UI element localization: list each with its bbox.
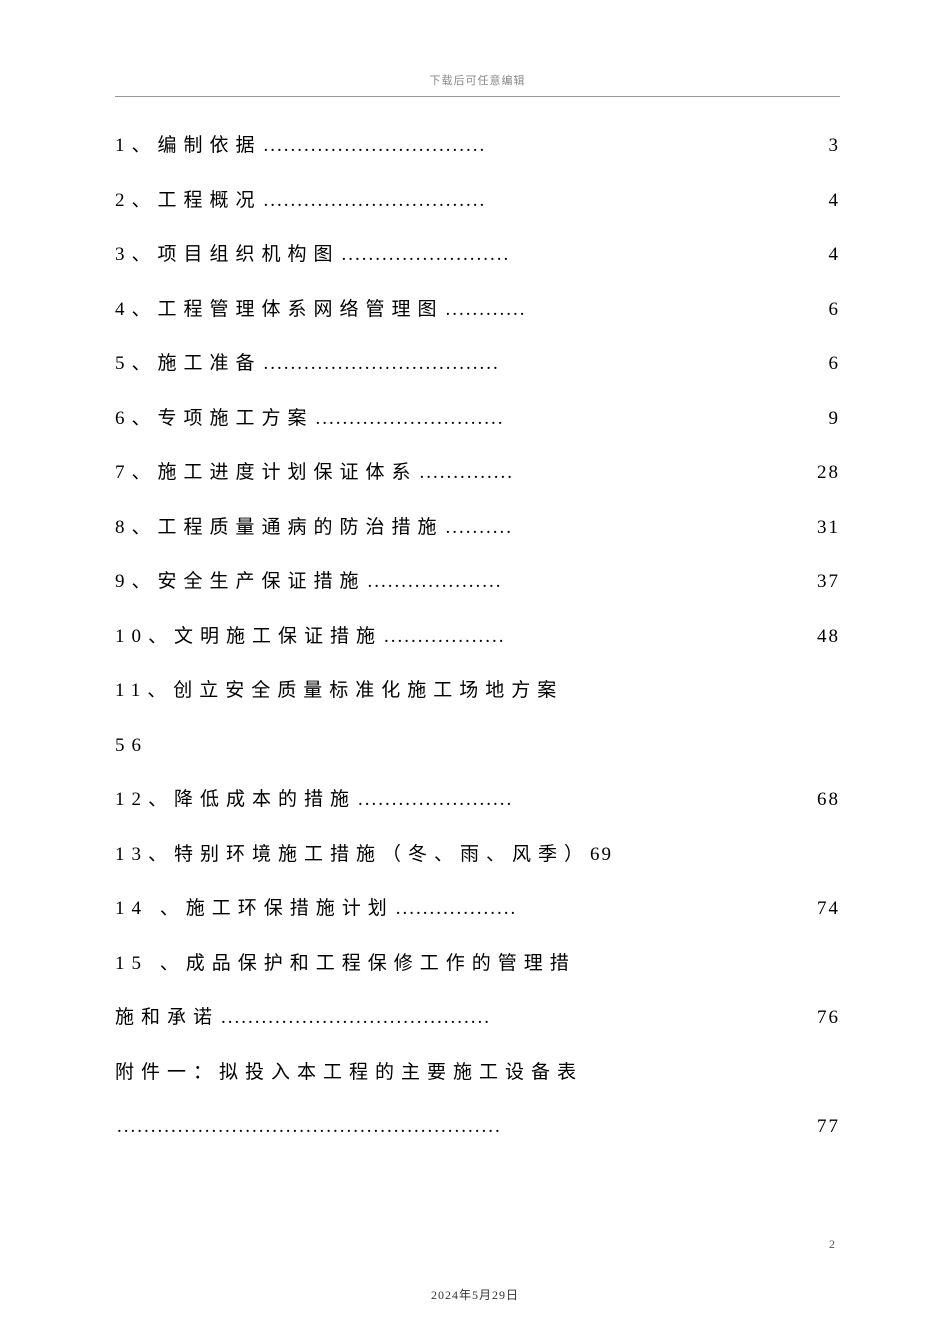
toc-title: 2、工程概况 (115, 187, 262, 216)
toc-continuation-line: 施和承诺 ...................................… (115, 1004, 840, 1033)
toc-dots: .............. (418, 459, 817, 488)
toc-dots: ................................. (262, 187, 829, 216)
toc-title: 附件一：拟投入本工程的主要施工设备表 (115, 1059, 583, 1088)
toc-title: 13、特别环境施工措施（冬、雨、风季） (115, 841, 590, 870)
toc-title: 6、专项施工方案 (115, 405, 314, 434)
toc-entry: 11、创立安全质量标准化施工场地方案 56 (115, 677, 840, 760)
toc-entry: 10、文明施工保证措施 .................. 48 (115, 623, 840, 652)
toc-title: 9、安全生产保证措施 (115, 568, 366, 597)
toc-page: 77 (817, 1113, 840, 1142)
toc-title: 11、创立安全质量标准化施工场地方案 (115, 677, 563, 706)
footer-date: 2024年5月29日 (431, 1288, 519, 1302)
toc-dots: ............................ (314, 405, 829, 434)
toc-entry: 14 、施工环保措施计划 .................. 74 (115, 895, 840, 924)
toc-title: 7、施工进度计划保证体系 (115, 459, 418, 488)
toc-dots: ......................... (340, 241, 829, 270)
toc-title: 15 、成品保护和工程保修工作的管理措 (115, 950, 576, 979)
toc-entry: 6、专项施工方案 ............................ 9 (115, 405, 840, 434)
toc-page: 28 (817, 459, 840, 488)
toc-page: 74 (817, 895, 840, 924)
page-number: 2 (829, 1237, 835, 1252)
toc-dots: ................................... (262, 350, 829, 379)
toc-page: 37 (817, 568, 840, 597)
toc-title: 10、文明施工保证措施 (115, 623, 382, 652)
toc-dots: .......... (444, 514, 817, 543)
toc-dots: ........................................ (219, 1004, 817, 1033)
document-page: 下载后可任意编辑 1、编制依据 ........................… (0, 0, 950, 1344)
toc-entry: 15 、成品保护和工程保修工作的管理措 施和承诺 ...............… (115, 950, 840, 1033)
toc-title: 5、施工准备 (115, 350, 262, 379)
toc-continuation: 56 (115, 732, 840, 761)
toc-dots: ....................... (356, 786, 817, 815)
toc-entry: 4、工程管理体系网络管理图 ............ 6 (115, 296, 840, 325)
toc-title: 8、工程质量通病的防治措施 (115, 514, 444, 543)
toc-dots: ................................. (262, 132, 829, 161)
toc-dots: .................. (394, 895, 817, 924)
toc-title: 12、降低成本的措施 (115, 786, 356, 815)
toc-page: 4 (829, 187, 841, 216)
toc-page: 9 (829, 405, 841, 434)
toc-page: 31 (817, 514, 840, 543)
toc-page: 3 (829, 132, 841, 161)
toc-title: 3、项目组织机构图 (115, 241, 340, 270)
toc-page: 48 (817, 623, 840, 652)
toc-dots: .................... (366, 568, 817, 597)
toc-entry: 8、工程质量通病的防治措施 .......... 31 (115, 514, 840, 543)
toc-page: 68 (817, 786, 840, 815)
toc-dots: ........................................… (115, 1113, 817, 1142)
toc-entry: 5、施工准备 .................................… (115, 350, 840, 379)
toc-entry: 9、安全生产保证措施 .................... 37 (115, 568, 840, 597)
table-of-contents: 1、编制依据 .................................… (115, 132, 840, 1142)
toc-continuation-text: 施和承诺 (115, 1004, 219, 1033)
toc-title: 4、工程管理体系网络管理图 (115, 296, 444, 325)
toc-page: 4 (829, 241, 841, 270)
toc-title: 14 、施工环保措施计划 (115, 895, 394, 924)
toc-entry: 7、施工进度计划保证体系 .............. 28 (115, 459, 840, 488)
toc-attachment-dots-line: ........................................… (115, 1113, 840, 1142)
toc-page: 76 (817, 1004, 840, 1033)
toc-dots: .................. (382, 623, 817, 652)
toc-page: 6 (829, 296, 841, 325)
toc-entry: 2、工程概况 .................................… (115, 187, 840, 216)
toc-entry: 13、特别环境施工措施（冬、雨、风季） 69 (115, 841, 840, 870)
toc-entry: 3、项目组织机构图 ......................... 4 (115, 241, 840, 270)
toc-page: 6 (829, 350, 841, 379)
toc-entry-attachment: 附件一：拟投入本工程的主要施工设备表 .....................… (115, 1059, 840, 1142)
page-header: 下载后可任意编辑 (115, 72, 840, 88)
toc-entry: 1、编制依据 .................................… (115, 132, 840, 161)
toc-entry: 12、降低成本的措施 ....................... 68 (115, 786, 840, 815)
toc-page: 69 (590, 841, 613, 870)
header-divider (115, 96, 840, 97)
toc-dots: ............ (444, 296, 829, 325)
toc-title: 1、编制依据 (115, 132, 262, 161)
page-footer: 2024年5月29日 (0, 1286, 950, 1304)
